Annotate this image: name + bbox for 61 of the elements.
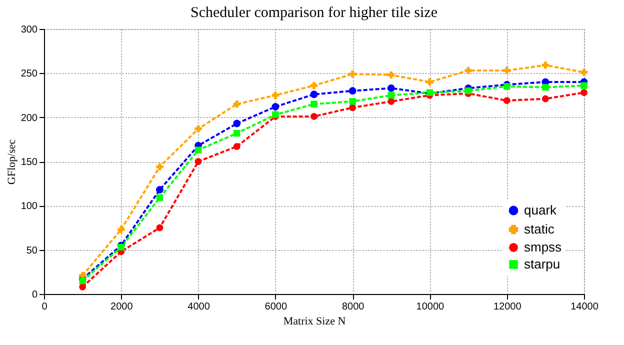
point: [542, 62, 550, 69]
x-tick-label: 8000: [342, 302, 365, 312]
point: [503, 66, 510, 74]
chart-title: Scheduler comparison for higher tile size: [190, 5, 438, 21]
x-tick-label: 4000: [188, 302, 210, 312]
point: [156, 194, 164, 202]
y-tick-label: 200: [20, 112, 38, 124]
point: [272, 92, 280, 99]
point: [156, 163, 164, 170]
point: [194, 125, 202, 132]
point: [310, 100, 318, 108]
point: [194, 158, 202, 165]
point: [388, 71, 395, 79]
point: [234, 130, 240, 137]
x-tick-label: 2000: [110, 302, 134, 312]
point: [388, 92, 394, 99]
x-tick-label: 6000: [264, 302, 288, 312]
y-axis-title: GFlop/sec: [6, 139, 18, 185]
x-axis-title: Matrix Size N: [283, 316, 346, 328]
point: [156, 224, 164, 232]
point: [387, 84, 395, 92]
point: [580, 89, 588, 96]
y-tick-label: 50: [26, 245, 38, 256]
point: [464, 66, 472, 74]
point: [156, 186, 164, 194]
point: [194, 146, 202, 154]
point: [310, 112, 318, 120]
y-tick-label: 100: [20, 201, 38, 212]
point: [542, 95, 549, 102]
x-tick-label: 14000: [570, 302, 599, 312]
point: [349, 104, 356, 112]
y-tick-label: 250: [20, 68, 38, 80]
point: [348, 70, 356, 78]
point: [272, 103, 280, 110]
y-tick-label: 0: [32, 290, 38, 300]
x-tick-label: 10000: [416, 302, 445, 312]
legend-label: quark: [524, 202, 558, 218]
point: [233, 143, 240, 150]
legend-label: static: [524, 222, 555, 236]
point: [542, 84, 549, 91]
point: [388, 98, 395, 105]
point: [580, 68, 588, 76]
y-tick-label: 150: [20, 157, 38, 168]
point: [79, 283, 86, 290]
point: [426, 78, 434, 86]
x-tick-label: 12000: [493, 302, 522, 312]
point: [348, 87, 356, 95]
point: [580, 82, 588, 89]
legend-label: smpss: [524, 240, 562, 254]
point: [349, 98, 356, 105]
point: [310, 90, 318, 98]
point: [233, 120, 241, 128]
x-tick-label: 0: [42, 302, 48, 312]
point: [118, 226, 125, 234]
point: [310, 82, 318, 90]
point: [233, 100, 240, 108]
point: [504, 83, 510, 90]
point: [503, 97, 510, 104]
legend-label: starpu: [524, 256, 560, 272]
point: [464, 87, 472, 94]
y-tick-label: 300: [20, 24, 38, 36]
